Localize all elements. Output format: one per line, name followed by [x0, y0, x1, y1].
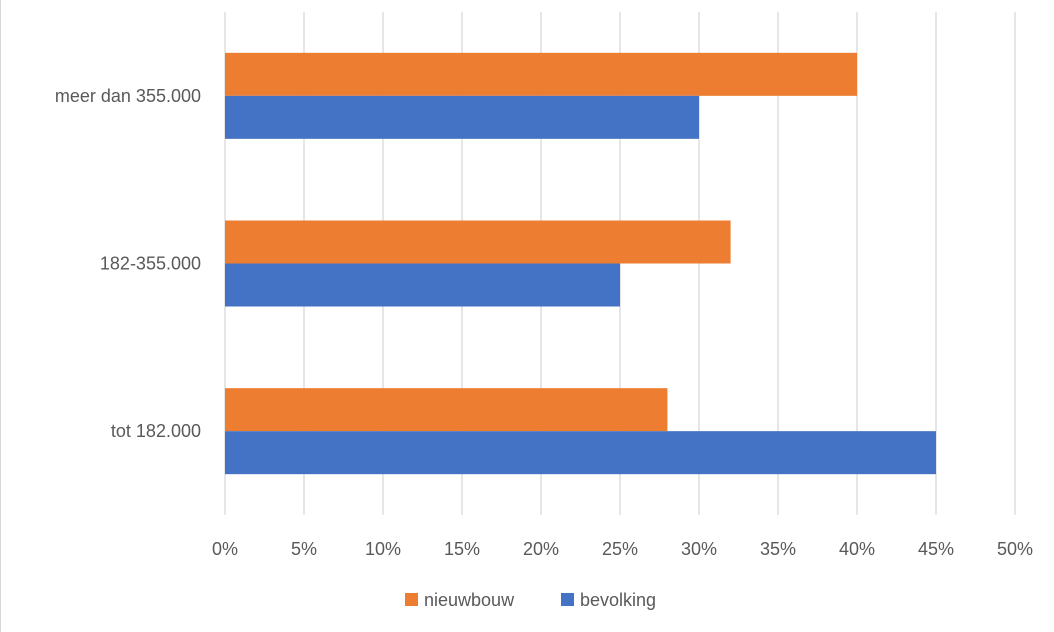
legend-label-bevolking: bevolking: [580, 590, 656, 610]
bar-nieuwbouw-2: [225, 388, 668, 432]
bar-bevolking-2: [225, 431, 936, 475]
legend-label-nieuwbouw: nieuwbouw: [424, 590, 515, 610]
legend: nieuwbouw bevolking: [405, 590, 656, 610]
x-axis-tick-labels: 0% 5% 10% 15% 20% 25% 30% 35% 40% 45% 50%: [212, 539, 1033, 559]
x-tick-label: 45%: [918, 539, 954, 559]
bar-nieuwbouw-0: [225, 52, 857, 96]
category-label: tot 182.000: [111, 421, 201, 441]
x-tick-label: 5%: [291, 539, 317, 559]
x-tick-label: 10%: [365, 539, 401, 559]
category-label: meer dan 355.000: [55, 86, 201, 106]
category-label: 182-355.000: [100, 254, 201, 274]
x-tick-label: 0%: [212, 539, 238, 559]
legend-swatch-bevolking: [561, 593, 574, 606]
x-tick-label: 40%: [839, 539, 875, 559]
y-axis-category-labels: meer dan 355.000 182-355.000 tot 182.000: [55, 86, 201, 441]
x-tick-label: 15%: [444, 539, 480, 559]
bar-bevolking-0: [225, 95, 699, 139]
bar-bevolking-1: [225, 263, 620, 307]
x-tick-label: 35%: [760, 539, 796, 559]
x-tick-label: 20%: [523, 539, 559, 559]
x-tick-label: 25%: [602, 539, 638, 559]
bar-nieuwbouw-1: [225, 220, 731, 264]
x-tick-label: 50%: [997, 539, 1033, 559]
legend-swatch-nieuwbouw: [405, 593, 418, 606]
bars: [225, 52, 936, 475]
x-tick-label: 30%: [681, 539, 717, 559]
